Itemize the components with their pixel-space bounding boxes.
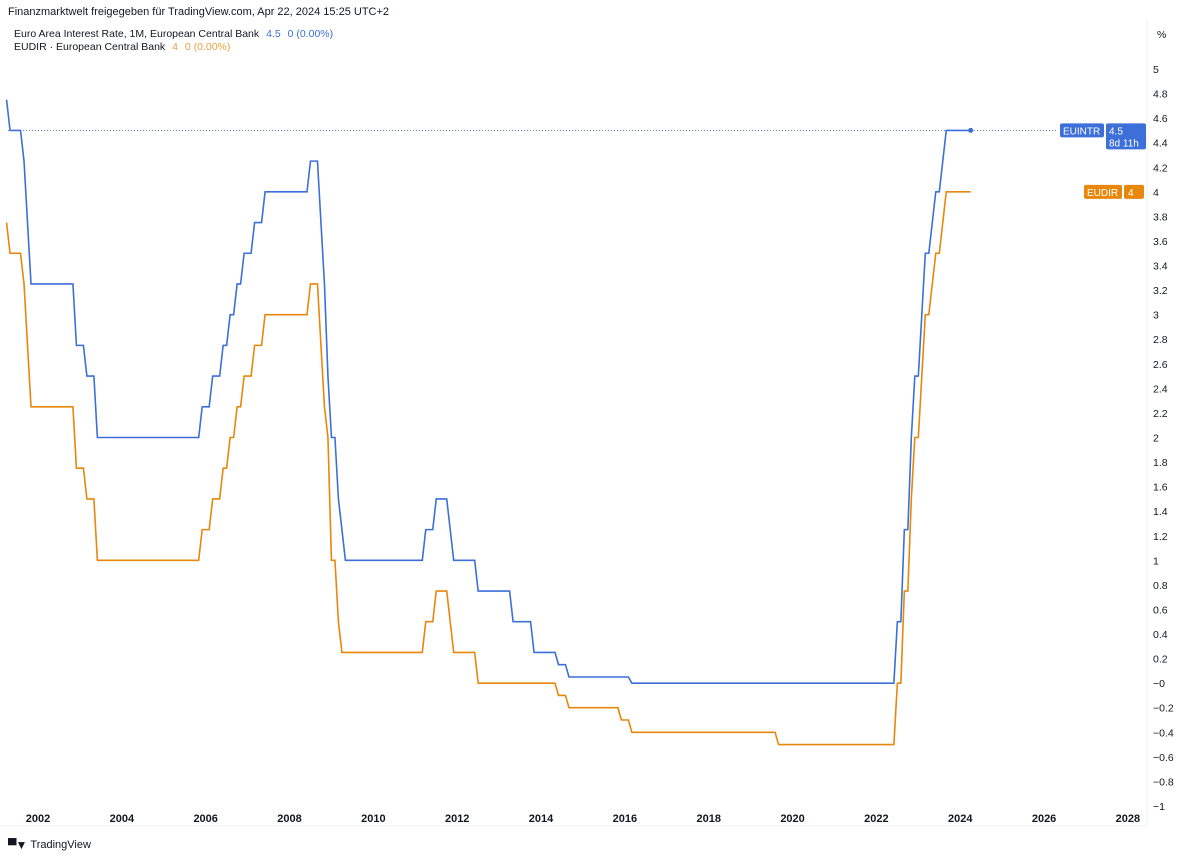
legend-change: 0 (0.00%) <box>184 41 231 53</box>
y-tick-label: −0.6 <box>1153 752 1174 764</box>
x-tick-label: 2018 <box>696 813 720 825</box>
legend-item-euintr[interactable]: Euro Area Interest Rate, 1M, European Ce… <box>14 28 337 40</box>
tradingview-branding[interactable]: ▀▼ TradingView <box>8 838 91 852</box>
y-tick-label: −0 <box>1153 678 1165 690</box>
x-tick-label: 2012 <box>445 813 469 825</box>
y-tick-label: −0.2 <box>1153 703 1174 715</box>
y-tick-label: 3.8 <box>1153 211 1168 223</box>
y-tick-label: 4.2 <box>1153 162 1168 174</box>
y-tick-label: 3.4 <box>1153 261 1168 273</box>
legend-name: EUDIR · European Central Bank <box>14 41 166 53</box>
y-tick-label: 4.8 <box>1153 89 1168 101</box>
legend-change: 0 (0.00%) <box>287 28 334 40</box>
y-tick-label: 4 <box>1153 187 1159 199</box>
x-tick-label: 2020 <box>780 813 804 825</box>
countdown-text: 8d 11h <box>1109 138 1139 149</box>
x-tick-label: 2010 <box>361 813 385 825</box>
y-tick-label: 2.4 <box>1153 383 1168 395</box>
y-tick-label: −0.8 <box>1153 776 1174 788</box>
last-value-text: 4 <box>1128 188 1134 199</box>
x-tick-label: 2024 <box>948 813 973 825</box>
last-value-tag <box>1106 123 1146 150</box>
x-tick-label: 2014 <box>529 813 554 825</box>
y-tick-label: 0.2 <box>1153 654 1168 666</box>
series-line-euintr <box>5 99 971 684</box>
legend-name: Euro Area Interest Rate, 1M, European Ce… <box>14 28 260 40</box>
legend-value: 4.5 <box>266 28 281 40</box>
y-tick-label: 3.2 <box>1153 285 1168 297</box>
x-tick-label: 2002 <box>26 813 50 825</box>
x-tick-label: 2016 <box>613 813 637 825</box>
series-name-tag-text: EUINTR <box>1063 126 1100 137</box>
x-tick-label: 2026 <box>1032 813 1056 825</box>
last-value-text: 4.5 <box>1109 126 1123 137</box>
last-value-tag <box>1124 184 1144 199</box>
x-tick-label: 2022 <box>864 813 888 825</box>
legend-item-eudir[interactable]: EUDIR · European Central Bank 4 0 (0.00%… <box>14 41 234 53</box>
x-tick-label: 2004 <box>110 813 135 825</box>
y-tick-label: 5 <box>1153 64 1159 76</box>
x-tick-label: 2028 <box>1116 813 1140 825</box>
y-tick-label: 2.2 <box>1153 408 1168 420</box>
series-name-tag-text: EUDIR <box>1087 188 1118 199</box>
y-tick-label: 3.6 <box>1153 236 1168 248</box>
series-line-eudir <box>5 191 971 746</box>
y-tick-label: 1 <box>1153 555 1159 567</box>
y-tick-label: 4.4 <box>1153 138 1168 150</box>
last-point-marker <box>968 127 974 133</box>
y-tick-label: 3 <box>1153 310 1159 322</box>
series-name-tag <box>1084 184 1122 199</box>
y-tick-label: 2 <box>1153 432 1159 444</box>
legend-value: 4 <box>172 41 178 53</box>
series-name-tag <box>1060 123 1104 138</box>
chart-header: Finanzmarktwelt freigegeben für TradingV… <box>8 6 390 18</box>
y-tick-label: 2.8 <box>1153 334 1168 346</box>
y-tick-label: −0.4 <box>1153 727 1174 739</box>
y-tick-label: 1.4 <box>1153 506 1168 518</box>
x-tick-label: 2008 <box>277 813 301 825</box>
x-tick-label: 2006 <box>193 813 217 825</box>
y-tick-label: 1.8 <box>1153 457 1168 469</box>
y-tick-label: 0.6 <box>1153 604 1168 616</box>
y-axis-unit: % <box>1157 29 1166 41</box>
y-tick-label: −1 <box>1153 801 1165 813</box>
y-tick-label: 2.6 <box>1153 359 1168 371</box>
brand-text: TradingView <box>30 839 91 851</box>
y-tick-label: 0.8 <box>1153 580 1168 592</box>
y-tick-label: 1.6 <box>1153 482 1168 494</box>
y-tick-label: 0.4 <box>1153 629 1168 641</box>
tradingview-logo-icon: ▀▼ <box>8 838 27 852</box>
y-tick-label: 1.2 <box>1153 531 1168 543</box>
y-tick-label: 4.6 <box>1153 113 1168 125</box>
